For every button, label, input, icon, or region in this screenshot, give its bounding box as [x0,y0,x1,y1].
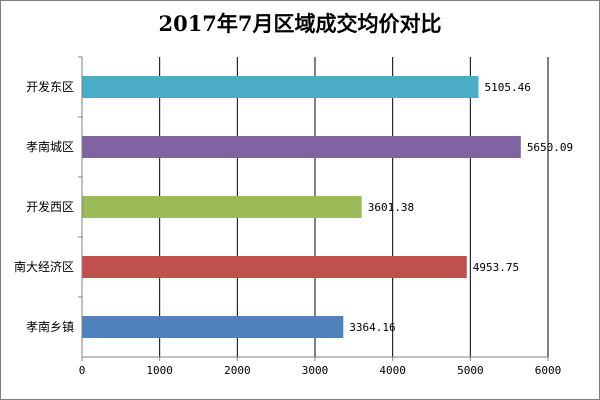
x-tick-label: 0 [79,364,86,377]
category-label: 南大经济区 [14,259,74,274]
data-label: 5105.46 [485,81,531,94]
category-label: 孝南城区 [26,139,74,154]
x-tick-label: 3000 [302,364,329,377]
data-label: 3364.16 [349,321,395,334]
bar [82,316,344,338]
bar [82,256,467,278]
bars [82,76,521,338]
data-labels: 5105.46 5650.09 3601.38 4953.75 3364.16 [349,81,573,334]
x-tick-label: 6000 [535,364,562,377]
bar [82,136,521,158]
x-tick-label: 1000 [146,364,173,377]
data-label: 4953.75 [473,261,519,274]
x-tick-label: 5000 [457,364,484,377]
category-label: 开发东区 [26,79,74,94]
data-label: 3601.38 [368,201,414,214]
x-tick-labels: 0 1000 2000 3000 4000 5000 6000 [79,364,562,377]
data-label: 5650.09 [527,141,573,154]
chart-title: 2017年7月区域成交均价对比 [158,11,441,36]
bar [82,76,479,98]
x-tick-label: 4000 [379,364,406,377]
bar [82,196,362,218]
category-label: 开发西区 [26,199,74,214]
category-label: 孝南乡镇 [26,319,74,334]
x-tick-label: 2000 [224,364,251,377]
